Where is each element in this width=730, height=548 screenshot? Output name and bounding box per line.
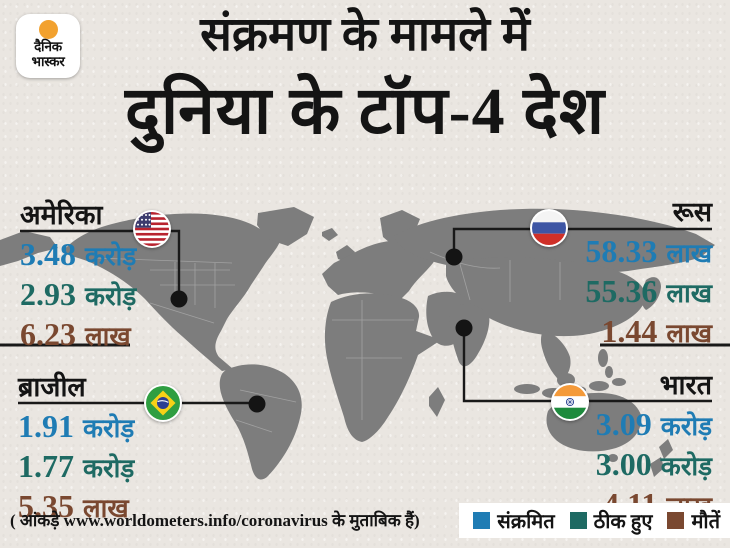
brazil-infected-unit: करोड़ bbox=[83, 414, 135, 443]
logo-sun-icon bbox=[38, 20, 58, 39]
america-recovered-row: 2.93 करोड़ bbox=[20, 277, 136, 313]
brazil-deaths-unit: लाख bbox=[83, 494, 129, 523]
india-recovered-unit: करोड़ bbox=[660, 452, 712, 481]
india-dot bbox=[455, 319, 473, 337]
brazil-recovered-value: 1.77 bbox=[18, 448, 74, 484]
america-infected-unit: करोड़ bbox=[85, 242, 137, 271]
india-recovered-value: 3.00 bbox=[595, 446, 652, 482]
location-dots bbox=[170, 248, 473, 413]
brazil-label: ब्राजील bbox=[18, 372, 86, 402]
russia-connector bbox=[452, 227, 712, 253]
russia-dot bbox=[445, 248, 463, 266]
india-infected-value: 3.09 bbox=[595, 406, 652, 442]
russia-deaths-value: 1.44 bbox=[601, 313, 658, 349]
headline-line1: संक्रमण के मामले में bbox=[200, 9, 530, 61]
russia-deaths-row: 1.44 लाख bbox=[585, 314, 712, 350]
legend: संक्रमित ठीक हुए मौतें bbox=[459, 503, 730, 538]
america-recovered-unit: करोड़ bbox=[85, 282, 137, 311]
india-infected-unit: करोड़ bbox=[660, 412, 712, 441]
world-map bbox=[0, 207, 715, 480]
logo-text-line1: दैनिक bbox=[34, 39, 62, 54]
brazil-deaths-row: 5.35 लाख bbox=[18, 489, 134, 525]
india-connector bbox=[462, 332, 712, 403]
country-borders bbox=[95, 249, 561, 433]
legend-label-infected: संक्रमित bbox=[497, 511, 555, 533]
america-connector bbox=[20, 229, 181, 295]
india-label: भारत bbox=[659, 370, 712, 400]
russia-label: रूस bbox=[672, 197, 712, 227]
america-deaths-value: 6.23 bbox=[20, 316, 76, 352]
headline-line2: दुनिया के टॉप-4 देश bbox=[124, 75, 606, 148]
brazil-flag-icon bbox=[144, 384, 182, 422]
russia-recovered-row: 55.36 लाख bbox=[585, 274, 712, 310]
russia-flag-icon bbox=[530, 209, 568, 247]
legend-item-infected: संक्रमित bbox=[473, 507, 555, 534]
headline: संक्रमण के मामले में दुनिया के टॉप-4 देश bbox=[0, 4, 730, 158]
india-infected-row: 3.09 करोड़ bbox=[596, 407, 712, 443]
infected-swatch-icon bbox=[473, 512, 491, 529]
india-recovered-row: 3.00 करोड़ bbox=[596, 447, 712, 483]
russia-deaths-unit: लाख bbox=[666, 319, 712, 348]
brazil-stats-block: ब्राजील 1.91 करोड़ 1.77 करोड़ 5.35 लाख bbox=[18, 372, 134, 529]
america-stats-block: अमेरिका 3.48 करोड़ 2.93 करोड़ 6.23 लाख bbox=[20, 200, 136, 357]
connector-lines bbox=[0, 227, 730, 405]
legend-label-recovered: ठीक हुए bbox=[593, 511, 653, 533]
america-recovered-value: 2.93 bbox=[20, 276, 76, 312]
deaths-swatch-icon bbox=[667, 512, 685, 529]
america-deaths-row: 6.23 लाख bbox=[20, 317, 136, 353]
usa-flag-icon bbox=[133, 210, 171, 248]
russia-recovered-unit: लाख bbox=[666, 279, 712, 308]
russia-infected-unit: लाख bbox=[666, 239, 712, 268]
recovered-swatch-icon bbox=[569, 512, 587, 529]
brazil-infected-value: 1.91 bbox=[18, 408, 74, 444]
legend-item-recovered: ठीक हुए bbox=[569, 507, 653, 534]
logo-text-line2: भास्कर bbox=[31, 53, 65, 69]
brazil-recovered-unit: करोड़ bbox=[83, 454, 135, 483]
russia-recovered-value: 55.36 bbox=[585, 273, 658, 309]
russia-stats-block: रूस 58.33 लाख 55.36 लाख 1.44 लाख bbox=[585, 197, 712, 354]
brazil-dot bbox=[248, 395, 266, 413]
america-deaths-unit: लाख bbox=[85, 322, 131, 351]
dainik-bhaskar-logo: दैनिक भास्कर bbox=[16, 14, 80, 78]
russia-infected-value: 58.33 bbox=[585, 233, 658, 269]
legend-item-deaths: मौतें bbox=[667, 507, 720, 534]
brazil-infected-row: 1.91 करोड़ bbox=[18, 409, 134, 445]
brazil-recovered-row: 1.77 करोड़ bbox=[18, 449, 134, 485]
america-infected-row: 3.48 करोड़ bbox=[20, 237, 136, 273]
india-flag-icon bbox=[551, 383, 589, 421]
usa-dot bbox=[170, 290, 188, 308]
source-note: ( आंकड़े www.worldometers.info/coronavir… bbox=[10, 511, 420, 530]
russia-infected-row: 58.33 लाख bbox=[585, 234, 712, 270]
america-infected-value: 3.48 bbox=[20, 236, 76, 272]
brazil-deaths-value: 5.35 bbox=[18, 488, 74, 524]
america-label: अमेरिका bbox=[20, 200, 103, 230]
legend-label-deaths: मौतें bbox=[691, 511, 720, 533]
